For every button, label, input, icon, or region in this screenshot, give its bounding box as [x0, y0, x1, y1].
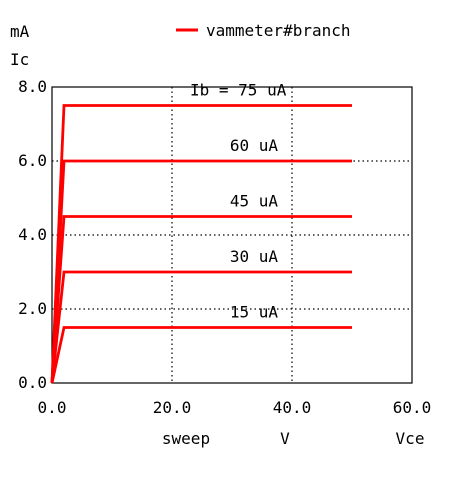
curve-label: 30 uA	[230, 247, 279, 266]
legend-layer: vammeter#branch	[176, 21, 351, 40]
series-layer	[50, 104, 352, 384]
x-unit-label: V	[280, 429, 290, 448]
y-unit-label: mA	[10, 22, 30, 41]
y-tick-label: 4.0	[18, 225, 47, 244]
legend-label: vammeter#branch	[206, 21, 351, 40]
x-variable-label: Vce	[396, 429, 425, 448]
label-layer: 0.0 20.0 40.0 60.0 0.0 2.0 4.0 6.0 8.0 15 uA 30 uA…	[10, 22, 431, 448]
curve-label: 60 uA	[230, 136, 279, 155]
y-tick-label: 2.0	[18, 299, 47, 318]
y-tick-label: 0.0	[18, 373, 47, 392]
x-axis-label: sweep	[162, 429, 210, 448]
x-tick-label: 60.0	[393, 398, 432, 417]
grid-layer	[52, 87, 412, 383]
y-axis-label: Ic	[10, 50, 29, 69]
y-tick-label: 8.0	[18, 77, 47, 96]
series-line	[50, 215, 352, 384]
curve-label: 15 uA	[230, 303, 279, 322]
x-tick-label: 20.0	[153, 398, 192, 417]
x-tick-label: 0.0	[38, 398, 67, 417]
y-tick-label: 6.0	[18, 151, 47, 170]
curve-label: 45 uA	[230, 192, 279, 211]
curve-label: Ib = 75 uA	[190, 81, 287, 100]
x-tick-label: 40.0	[273, 398, 312, 417]
series-line	[50, 104, 352, 384]
series-line	[50, 326, 352, 384]
